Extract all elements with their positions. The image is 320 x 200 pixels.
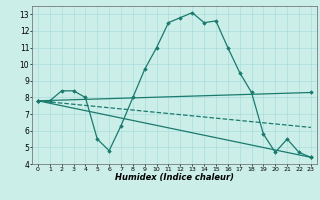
X-axis label: Humidex (Indice chaleur): Humidex (Indice chaleur) [115,173,234,182]
